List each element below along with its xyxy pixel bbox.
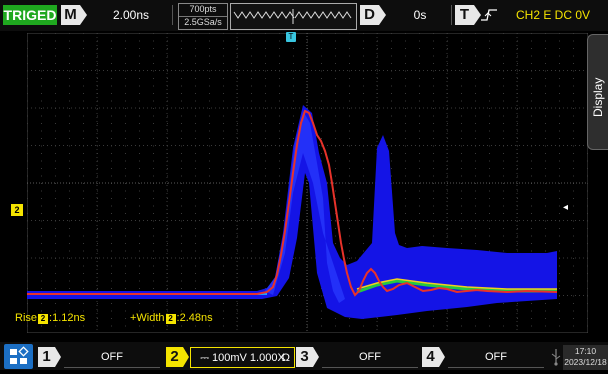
width-value: :2.48ns [176, 312, 213, 324]
clock-date: 2023/12/18 [564, 357, 607, 367]
acquisition-info[interactable]: 700pts 2.5GSa/s [178, 3, 228, 30]
trigger-position-marker[interactable]: T [286, 32, 296, 42]
delay-arrow-icon [379, 5, 386, 25]
display-tab-label: Display [591, 77, 605, 117]
horizontal-delay-value[interactable]: 0s [389, 5, 452, 25]
ch3-button[interactable]: 3 [296, 347, 313, 367]
ch2-button[interactable]: 2 [166, 347, 183, 367]
ch1-arrow-icon [55, 347, 61, 367]
ch1-status[interactable]: OFF [64, 347, 160, 368]
ch2-status[interactable]: ⎓ 100mV 1.000X Ω [190, 347, 295, 368]
ch2-offset-marker[interactable]: 2 [11, 204, 23, 216]
width-label: +Width [130, 312, 165, 324]
sample-rate: 2.5GSa/s [179, 16, 227, 29]
waveform-display[interactable] [27, 33, 588, 333]
trigger-arrow-icon [474, 5, 481, 25]
clock-time: 17:10 [574, 346, 597, 356]
ch2-impedance: Ω [281, 352, 290, 364]
home-menu-button[interactable] [4, 344, 33, 369]
memory-overview-window[interactable] [230, 3, 357, 30]
rise-channel-badge: 2 [38, 314, 49, 324]
ch2-arrow-icon [183, 347, 189, 367]
ch4-status[interactable]: OFF [448, 347, 544, 368]
system-clock: 17:10 2023/12/18 [563, 345, 608, 370]
rise-time-measurement: Rise 2:1.12ns [15, 311, 85, 325]
trigger-source-setting[interactable]: CH2 E DC 0V [515, 8, 591, 22]
ch1-button[interactable]: 1 [38, 347, 55, 367]
ch2-scale: ⎓ 100mV 1.000X [200, 352, 285, 364]
persistence-waveform [27, 105, 557, 319]
ch4-arrow-icon [439, 347, 445, 367]
horizontal-arrow-icon [80, 5, 87, 25]
delay-menu-button[interactable]: D [360, 5, 379, 25]
trigger-level-marker[interactable]: ◂ [563, 202, 569, 213]
memory-overview-waveform [233, 9, 352, 24]
ch4-button[interactable]: 4 [422, 347, 439, 367]
ch2-waveform [27, 109, 558, 297]
rising-edge-icon [481, 9, 497, 21]
memory-depth: 700pts [189, 4, 217, 14]
horizontal-menu-button[interactable]: M [61, 5, 80, 25]
rise-label: Rise [15, 312, 38, 324]
grid-center-axes [27, 33, 588, 333]
ch3-status[interactable]: OFF [322, 347, 418, 368]
trigger-status-badge: TRIGED [3, 5, 57, 25]
ch3-arrow-icon [313, 347, 319, 367]
trigger-menu-button[interactable]: T [455, 5, 474, 25]
usb-icon [551, 349, 561, 366]
display-menu-tab[interactable]: Display [587, 34, 608, 150]
width-channel-badge: 2 [165, 314, 176, 324]
persistence-highlight [265, 111, 345, 303]
rise-value: :1.12ns [49, 312, 86, 324]
pulse-width-measurement: +Width 2:2.48ns [130, 311, 213, 325]
timebase-value[interactable]: 2.00ns [90, 5, 173, 25]
grid-menu-icon [10, 346, 29, 364]
